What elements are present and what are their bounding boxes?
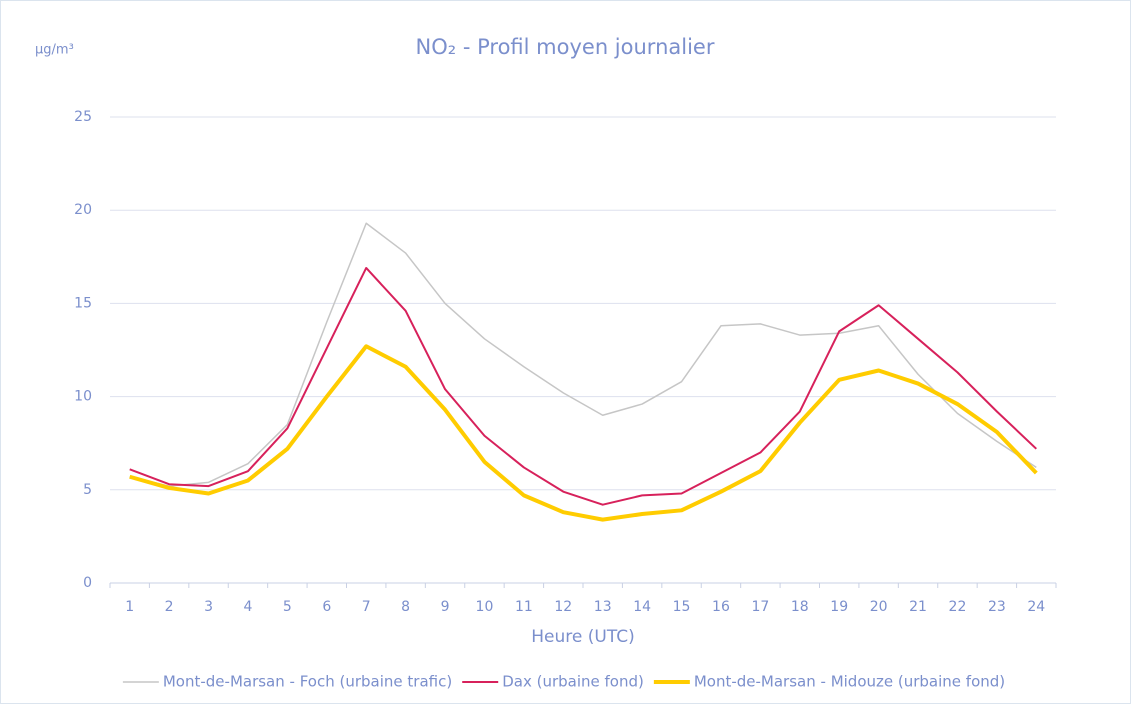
y-tick-label: 5 <box>83 482 92 498</box>
series-line <box>129 344 1038 522</box>
y-tick-label: 15 <box>74 295 92 311</box>
x-tick-label: 19 <box>830 599 848 615</box>
x-tick-label: 21 <box>909 599 927 615</box>
x-tick-label: 10 <box>476 599 494 615</box>
y-tick-label: 0 <box>83 575 92 591</box>
legend-label: Mont-de-Marsan - Foch (urbaine trafic) <box>163 673 452 691</box>
x-tick-label: 17 <box>751 599 769 615</box>
x-tick-label: 12 <box>554 599 572 615</box>
x-tick-label: 18 <box>791 599 809 615</box>
x-tick-label: 9 <box>441 599 450 615</box>
x-tick-label: 24 <box>1027 599 1045 615</box>
x-tick-label: 11 <box>515 599 533 615</box>
x-tick-label: 23 <box>988 599 1006 615</box>
x-tick-label: 15 <box>673 599 691 615</box>
y-unit: µg/m³ <box>35 43 74 58</box>
x-tick-label: 20 <box>870 599 888 615</box>
series-line <box>129 266 1037 506</box>
x-tick-label: 3 <box>204 599 213 615</box>
x-tick-label: 6 <box>322 599 331 615</box>
legend-label: Mont-de-Marsan - Midouze (urbaine fond) <box>694 673 1005 691</box>
y-tick-label: 10 <box>74 389 92 405</box>
y-tick-label: 20 <box>74 202 92 218</box>
x-tick-label: 16 <box>712 599 730 615</box>
x-tick-label: 2 <box>165 599 174 615</box>
x-tick-label: 14 <box>633 599 651 615</box>
x-tick-label: 5 <box>283 599 292 615</box>
x-tick-label: 13 <box>594 599 612 615</box>
x-tick-label: 22 <box>949 599 967 615</box>
x-tick-label: 4 <box>243 599 252 615</box>
y-tick-label: 25 <box>74 109 92 125</box>
x-tick-label: 8 <box>401 599 410 615</box>
chart-title: NO₂ - Profil moyen journalier <box>416 35 715 59</box>
legend-label: Dax (urbaine fond) <box>502 673 644 691</box>
series-line <box>129 222 1037 487</box>
x-axis-title: Heure (UTC) <box>531 627 634 647</box>
x-tick-label: 1 <box>125 599 134 615</box>
x-tick-label: 7 <box>362 599 371 615</box>
